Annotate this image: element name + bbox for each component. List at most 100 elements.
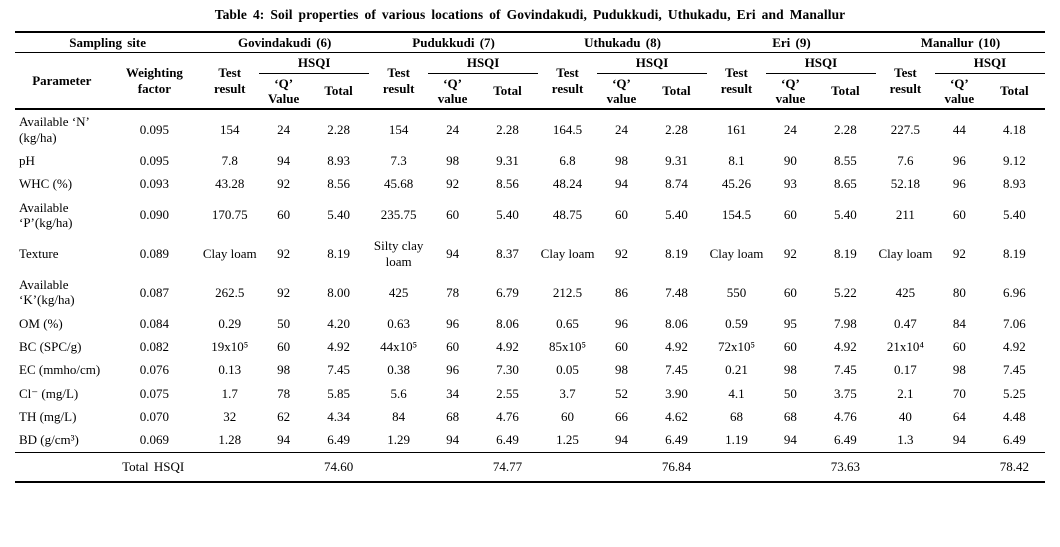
table-head: Sampling site Govindakudi (6) Pudukkudi (7… — [15, 31, 1045, 111]
weight-cell: 0.087 — [139, 284, 170, 300]
value-cell: 44x10⁵ — [380, 338, 418, 354]
value-cell: 72x10⁵ — [717, 338, 756, 354]
value-cell: 1.28 — [218, 432, 242, 448]
table-row: Available ‘P’(kg/ha) 0.090 170.75 60 5.40 235… — [15, 196, 1045, 235]
value-cell: Clay loam — [540, 245, 595, 261]
total-spacer-cell — [706, 451, 815, 483]
value-cell: 9.31 — [496, 152, 519, 168]
table-row: Texture 0.089 Clay loam 92 8.19 Silty clay lo… — [15, 234, 1045, 273]
value-cell: Clay loam — [709, 245, 764, 261]
value-cell: 5.40 — [665, 207, 688, 223]
value-cell: 5.40 — [834, 207, 857, 223]
value-cell: 90 — [783, 152, 797, 168]
total-value-cell: 76.84 — [645, 451, 707, 483]
value-cell: 92 — [446, 176, 460, 192]
value-cell: 94 — [446, 432, 460, 448]
value-cell: 211 — [895, 207, 915, 223]
value-cell: 6.49 — [1003, 432, 1026, 448]
value-cell: 6.49 — [496, 432, 519, 448]
value-cell: 4.1 — [728, 385, 745, 401]
value-cell: 96 — [614, 315, 628, 331]
value-cell: 92 — [277, 245, 291, 261]
table-row: Available ‘N’ (kg/ha) 0.095 154 24 2.28 154 24… — [15, 109, 1045, 149]
header-location-3: Eri (9) — [706, 31, 876, 54]
value-cell: 52 — [614, 385, 628, 401]
value-cell: 154 — [388, 121, 409, 137]
value-cell: 98 — [783, 362, 797, 378]
header-parameter: Parameter — [15, 52, 109, 111]
value-cell: 80 — [952, 284, 966, 300]
value-cell: 7.45 — [834, 362, 857, 378]
value-cell: 235.75 — [380, 207, 417, 223]
value-cell: 212.5 — [552, 284, 583, 300]
value-cell: 60 — [446, 207, 460, 223]
value-cell: 68 — [729, 408, 743, 424]
total-value-cell: 74.60 — [308, 451, 370, 483]
value-cell: 43.28 — [215, 176, 245, 192]
value-cell: 0.17 — [894, 362, 917, 378]
value-cell: 68 — [783, 408, 797, 424]
value-cell: 66 — [614, 408, 628, 424]
header-total-1: Total — [476, 73, 539, 111]
parameter-cell: Available ‘K’(kg/ha) — [19, 276, 75, 308]
header-test-result-2: Test result — [538, 52, 598, 111]
table-row: OM (%) 0.084 0.29 50 4.20 0.63 96 8.06 0.65 96 8.0… — [15, 312, 1045, 335]
value-cell: 45.26 — [721, 176, 752, 192]
value-cell: 84 — [952, 315, 966, 331]
header-location-1: Pudukkudi (7) — [369, 31, 539, 54]
value-cell: 60 — [277, 207, 291, 223]
value-cell: 60 — [446, 338, 460, 354]
value-cell: 92 — [277, 284, 291, 300]
weight-cell: 0.090 — [139, 207, 170, 223]
header-test-result-4: Test result — [875, 52, 935, 111]
value-cell: 2.28 — [665, 121, 688, 137]
header-location-2: Uthukadu (8) — [538, 31, 707, 54]
value-cell: 98 — [446, 152, 460, 168]
total-hsqi-row: Total HSQI 74.60 74.77 76.84 73.63 78.42 — [15, 451, 1045, 483]
value-cell: 52.18 — [890, 176, 921, 192]
header-hsqi-3: HSQI — [766, 52, 876, 74]
table-row: Cl⁻ (mg/L) 0.075 1.7 78 5.85 5.6 34 2.55 3.7 52 3.… — [15, 382, 1045, 405]
value-cell: 60 — [561, 408, 575, 424]
total-spacer-cell — [538, 451, 646, 483]
value-cell: 95 — [783, 315, 797, 331]
weight-cell: 0.082 — [139, 338, 170, 354]
value-cell: 3.75 — [834, 385, 857, 401]
weight-cell: 0.093 — [139, 176, 170, 192]
page: Table 4: Soil properties of various loca… — [15, 7, 1045, 483]
value-cell: 4.76 — [496, 408, 519, 424]
weight-cell: 0.089 — [139, 245, 170, 261]
parameter-cell: Available ‘P’(kg/ha) — [19, 199, 73, 230]
value-cell: 6.49 — [327, 432, 350, 448]
value-cell: 8.65 — [834, 176, 857, 192]
parameter-cell: WHC (%) — [19, 176, 73, 192]
header-q-value-3: ‘Q’ value — [766, 73, 815, 111]
value-cell: 60 — [952, 338, 966, 354]
weight-cell: 0.095 — [139, 152, 170, 168]
value-cell: 48.24 — [552, 176, 583, 192]
value-cell: 2.28 — [834, 121, 857, 137]
value-cell: 50 — [783, 385, 797, 401]
total-hsqi-label: Total HSQI — [15, 451, 201, 483]
weight-cell: 0.076 — [139, 362, 170, 378]
value-cell: 4.92 — [834, 338, 857, 354]
value-cell: 34 — [446, 385, 460, 401]
value-cell: 96 — [446, 315, 460, 331]
value-cell: 4.92 — [665, 338, 688, 354]
header-q-value-4: ‘Q’ value — [934, 73, 984, 111]
parameter-cell: BC (SPC/g) — [19, 338, 82, 354]
value-cell: 6.8 — [559, 152, 576, 168]
value-cell: 70 — [952, 385, 966, 401]
parameter-cell: EC (mmho/cm) — [19, 362, 101, 378]
value-cell: 6.79 — [496, 284, 519, 300]
value-cell: 98 — [952, 362, 966, 378]
weight-cell: 0.084 — [139, 315, 170, 331]
value-cell: 6.49 — [834, 432, 857, 448]
value-cell: 8.55 — [834, 152, 857, 168]
value-cell: 8.56 — [496, 176, 519, 192]
value-cell: 262.5 — [215, 284, 245, 300]
value-cell: 60 — [783, 284, 797, 300]
value-cell: 4.20 — [327, 315, 350, 331]
value-cell: 8.56 — [327, 176, 350, 192]
value-cell: 7.45 — [665, 362, 688, 378]
